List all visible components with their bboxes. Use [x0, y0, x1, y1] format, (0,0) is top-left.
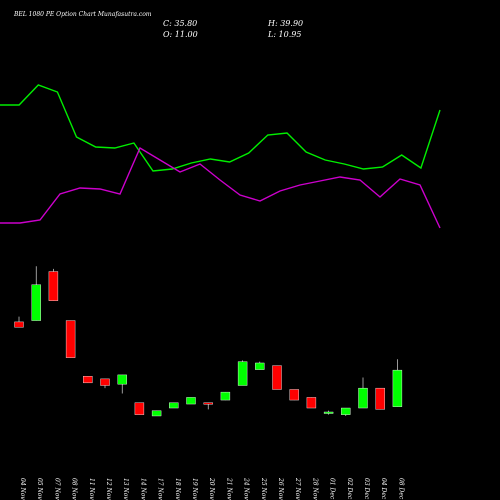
- candle-body-up: [186, 397, 196, 405]
- candle-body-down: [83, 376, 93, 384]
- candle-02-dec: [341, 407, 351, 416]
- x-tick-label: 14 Nov: [139, 478, 146, 500]
- x-tick-label: 04 Dec: [380, 478, 387, 500]
- candle-21-nov: [220, 391, 231, 401]
- candle-28-nov: [306, 397, 317, 409]
- candle-14-nov: [134, 402, 145, 415]
- candle-18-nov: [169, 402, 179, 409]
- x-tick-label: 17 Nov: [157, 478, 164, 500]
- x-tick-label: 19 Nov: [191, 478, 198, 500]
- candle-body-up: [392, 369, 403, 407]
- high-price-label: H: 39.90: [267, 19, 303, 28]
- candle-body-down: [272, 365, 282, 390]
- low-price-label: L: 10.95: [267, 30, 301, 39]
- candle-body-down: [65, 320, 76, 358]
- x-tick-label: 01 Dec: [329, 478, 336, 500]
- candle-20-nov: [203, 402, 213, 410]
- x-tick-label: 05 Nov: [36, 478, 43, 500]
- candle-08-dec: [392, 359, 403, 407]
- indicator-line-2: [0, 146, 441, 229]
- candle-03-dec: [358, 377, 368, 409]
- x-tick-label: 24 Nov: [243, 477, 250, 500]
- x-tick-label: 28 Nov: [311, 477, 318, 500]
- x-tick-label: 13 Nov: [122, 478, 129, 500]
- x-tick-label: 08 Dec: [397, 478, 404, 500]
- x-axis-labels: 04 Nov 05 Nov 07 Nov 08 Nov 11 Nov 12 Nov 13 N…: [19, 477, 404, 500]
- candle-body-up: [323, 411, 334, 414]
- candle-body-up: [358, 387, 368, 409]
- candle-body-up: [255, 362, 265, 370]
- x-tick-label: 26 Nov: [277, 477, 284, 500]
- candle-01-dec: [323, 410, 334, 415]
- x-tick-label: 18 Nov: [174, 478, 181, 500]
- candle-body-down: [100, 378, 110, 386]
- candle-body-down: [289, 389, 299, 401]
- candle-26-nov: [272, 365, 282, 390]
- x-tick-label: 12 Nov: [105, 478, 112, 500]
- candle-body-up: [117, 374, 127, 385]
- candle-body-up: [220, 391, 231, 401]
- x-tick-label: 20 Nov: [208, 477, 215, 500]
- candlesticks: [14, 266, 403, 417]
- candle-body-up: [31, 284, 41, 321]
- candle-13-nov: [117, 374, 127, 394]
- candle-body-up: [151, 410, 162, 417]
- candle-24-nov: [237, 360, 248, 386]
- candle-body-down: [48, 271, 59, 301]
- candle-25-nov: [255, 361, 265, 370]
- candle-body-down: [14, 321, 24, 328]
- x-tick-label: 21 Nov: [225, 477, 232, 500]
- candle-body-down: [134, 402, 145, 415]
- candle-body-up: [341, 407, 351, 415]
- candle-body-up: [237, 361, 248, 386]
- candle-04-nov: [14, 316, 24, 328]
- indicator-lines: [0, 84, 441, 229]
- candle-04-dec: [375, 387, 385, 410]
- x-tick-label: 27 Nov: [294, 477, 301, 500]
- x-tick-label: 03 Dec: [363, 478, 370, 500]
- candle-27-nov: [289, 389, 299, 401]
- x-tick-label: 11 Nov: [88, 478, 95, 500]
- open-price-label: O: 11.00: [163, 30, 198, 39]
- candle-11-nov: [83, 376, 93, 384]
- close-price-label: C: 35.80: [163, 19, 197, 28]
- indicator-line-1: [0, 84, 441, 172]
- x-tick-label: 02 Dec: [346, 478, 353, 500]
- x-tick-label: 04 Nov: [19, 478, 26, 500]
- candle-07-nov: [48, 268, 59, 301]
- candle-body-down: [375, 387, 385, 410]
- candle-body-down: [306, 397, 317, 409]
- x-tick-label: 25 Nov: [260, 477, 267, 500]
- candle-17-nov: [151, 410, 162, 417]
- candle-05-nov: [31, 266, 41, 321]
- chart-title: BEL 1080 PE Option Chart Munafasutra.com: [13, 11, 152, 18]
- candle-19-nov: [186, 397, 196, 405]
- candle-body-down: [203, 402, 213, 405]
- x-tick-label: 08 Nov: [71, 478, 78, 500]
- candle-08-nov: [65, 320, 76, 358]
- x-tick-label: 07 Nov: [53, 478, 60, 500]
- candle-12-nov: [100, 378, 110, 389]
- candle-body-up: [169, 402, 179, 409]
